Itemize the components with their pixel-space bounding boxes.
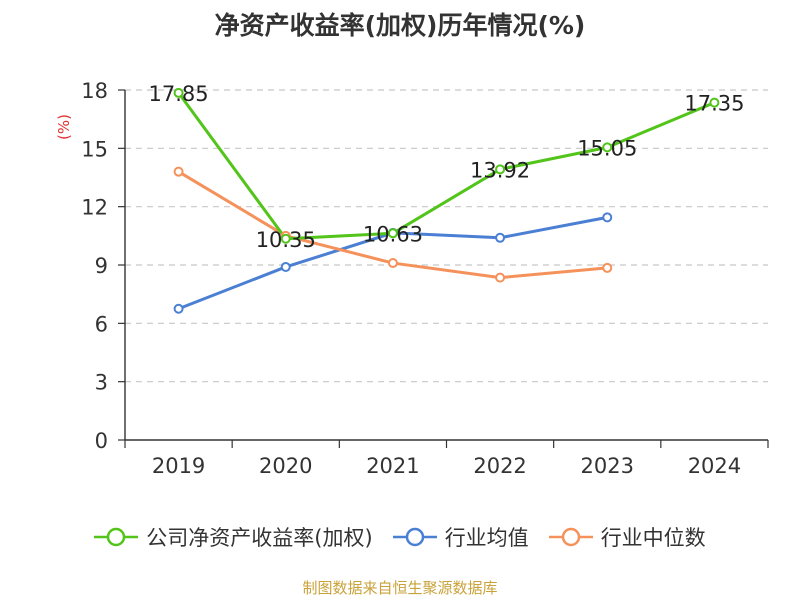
legend-item-industry-mean[interactable]: 行业均值 xyxy=(392,522,529,552)
legend-item-company[interactable]: 公司净资产收益率(加权) xyxy=(94,522,373,552)
data-label-2024: 17.35 xyxy=(684,92,744,116)
y-tick-label-6: 6 xyxy=(95,312,108,336)
series-0-point-2022 xyxy=(495,164,506,175)
y-tick-label-9: 9 xyxy=(95,254,108,278)
series-0-point-2024 xyxy=(709,97,720,108)
series-line-0 xyxy=(177,92,715,241)
y-tick-label-15: 15 xyxy=(81,137,108,161)
y-axis-label: (%) xyxy=(55,114,73,140)
legend-marker-median-icon xyxy=(548,527,593,547)
series-0-point-2020 xyxy=(280,233,291,244)
series-1-point-2022 xyxy=(495,232,506,243)
chart-title: 净资产收益率(加权)历年情况(%) xyxy=(214,11,586,40)
series-2-point-2023 xyxy=(602,262,613,273)
x-tick-label-2023: 2023 xyxy=(581,454,634,478)
series-1-point-2020 xyxy=(280,261,291,272)
x-tick-label-2022: 2022 xyxy=(473,454,526,478)
x-tick-label-2019: 2019 xyxy=(152,454,205,478)
series-1-point-2023 xyxy=(602,212,613,223)
data-label-2020: 10.35 xyxy=(256,228,316,252)
series-2-point-2019 xyxy=(173,166,184,177)
data-label-2019: 17.85 xyxy=(149,82,209,106)
series-2-point-2022 xyxy=(495,272,506,283)
series-1-point-2019 xyxy=(173,303,184,314)
data-label-2022: 13.92 xyxy=(470,158,530,182)
data-label-2021: 10.63 xyxy=(363,222,423,246)
y-tick-label-3: 3 xyxy=(95,371,108,395)
y-tick-label-0: 0 xyxy=(95,429,108,453)
x-tick-label-2021: 2021 xyxy=(366,454,419,478)
legend-marker-company-icon xyxy=(94,527,139,547)
legend: 公司净资产收益率(加权) 行业均值 行业中位数 xyxy=(0,520,800,554)
legend-label-company: 公司净资产收益率(加权) xyxy=(146,526,373,550)
y-tick-label-12: 12 xyxy=(81,196,108,220)
legend-item-industry-median[interactable]: 行业中位数 xyxy=(548,522,706,552)
data-label-2023: 15.05 xyxy=(577,136,637,160)
series-0-point-2023 xyxy=(602,142,613,153)
legend-label-industry-median: 行业中位数 xyxy=(600,526,706,550)
legend-label-industry-mean: 行业均值 xyxy=(444,526,529,550)
series-0-point-2021 xyxy=(387,228,398,239)
series-0-point-2019 xyxy=(173,87,184,98)
series-2-point-2021 xyxy=(387,258,398,269)
y-tick-label-18: 18 xyxy=(81,79,108,103)
legend-marker-mean-icon xyxy=(392,527,437,547)
source-note: 制图数据来自恒生聚源数据库 xyxy=(302,579,498,597)
x-tick-label-2020: 2020 xyxy=(259,454,312,478)
x-tick-label-2024: 2024 xyxy=(688,454,741,478)
